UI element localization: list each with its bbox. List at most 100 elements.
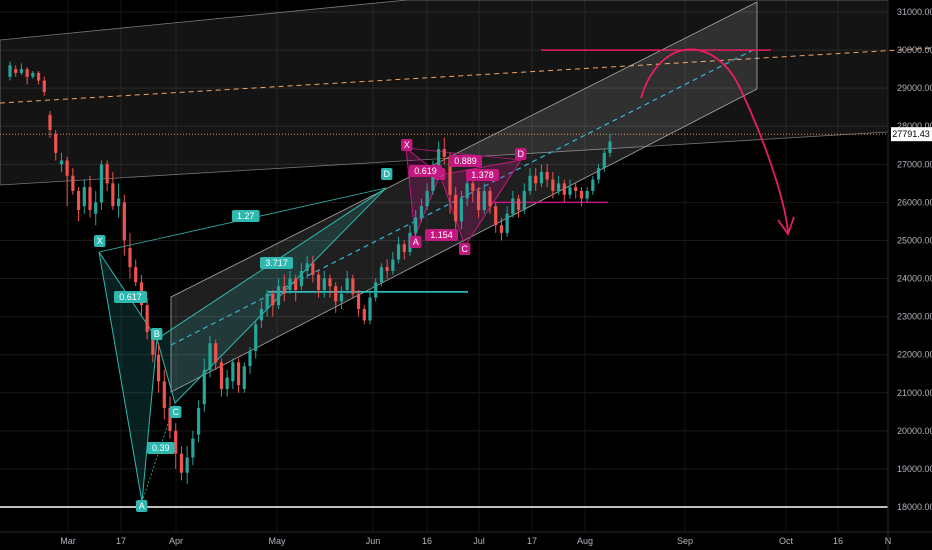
candle	[505, 206, 509, 237]
candle	[208, 335, 212, 378]
h2-ratio-3-text: 1.154	[430, 230, 453, 240]
candle-body	[448, 156, 452, 195]
candle-body	[562, 183, 566, 195]
y-tick-label: 24000.00	[897, 274, 932, 284]
x-tick-label: May	[268, 536, 286, 546]
candle	[385, 259, 389, 279]
candle-body	[499, 225, 504, 233]
candle-body	[436, 149, 441, 169]
h1-point-x: X	[94, 235, 106, 247]
x-tick-label: 17	[527, 536, 537, 546]
candle-body	[294, 278, 298, 290]
candle	[482, 183, 486, 214]
candle	[168, 396, 172, 439]
y-axis: 18000.00 19000.00 20000.00 21000.00 22000.00…	[887, 0, 932, 550]
h2-point-a-bg	[410, 236, 422, 248]
y-tick-label: 29000.00	[897, 83, 932, 93]
x-axis: Mar 17 Apr May Jun 16 Jul 17 Aug Sep Oct 16 N	[0, 531, 932, 546]
candle-body	[425, 190, 429, 207]
candle	[88, 175, 92, 218]
y-tick-label: 28000.00	[897, 121, 932, 131]
x-tick-label: Sep	[677, 536, 693, 546]
candle	[396, 236, 401, 264]
candle	[488, 187, 492, 214]
candle-body	[556, 183, 561, 191]
candle	[191, 430, 195, 466]
candle	[442, 137, 446, 165]
h1-ratio-2-bg	[147, 442, 175, 454]
candle	[454, 187, 458, 237]
candle	[25, 67, 29, 85]
candle	[145, 297, 149, 340]
candle-body	[196, 408, 201, 435]
candle	[225, 369, 229, 397]
x-tick-label: 16	[422, 536, 432, 546]
candle	[516, 194, 521, 218]
candle	[128, 232, 132, 279]
candle-body	[14, 69, 18, 73]
h2-point-a-text: A	[413, 237, 419, 247]
candle	[539, 164, 544, 188]
candle-body	[505, 213, 509, 233]
candle-body	[591, 179, 595, 191]
x-tick-label: Apr	[169, 536, 183, 546]
candle-body	[534, 175, 538, 184]
candle	[356, 289, 361, 317]
candle	[162, 369, 166, 420]
candle	[522, 183, 526, 214]
candle-body	[254, 324, 258, 351]
h2-point-a: A	[410, 236, 422, 248]
candle	[339, 286, 344, 309]
h1-point-a-text: A	[139, 501, 145, 511]
candle-body	[568, 187, 572, 195]
h1-point-b-bg	[151, 328, 163, 340]
candle-body	[516, 198, 521, 210]
h2-ratio-4-text: 1.378	[471, 170, 494, 180]
candle	[476, 187, 481, 218]
candle-body	[368, 297, 372, 321]
candle-body	[248, 350, 252, 367]
candle-body	[414, 217, 418, 233]
candle-body	[214, 343, 218, 363]
h2-point-c-bg	[459, 243, 471, 255]
candle-body	[111, 183, 115, 207]
candle-body	[231, 362, 235, 382]
candle	[54, 130, 58, 161]
candle-body	[322, 278, 326, 290]
y-tick-label: 25000.00	[897, 235, 932, 245]
h1-point-d-text: D	[383, 169, 390, 179]
candle-body	[48, 114, 52, 131]
h1-point-c-bg	[170, 406, 182, 418]
candle	[459, 190, 464, 230]
candle	[551, 171, 555, 199]
h1-point-d: D	[381, 168, 393, 180]
candle	[294, 274, 298, 302]
candle-body	[316, 274, 321, 290]
h2-ratio-2-bg	[449, 155, 482, 167]
current-price-tag: 27791.43	[891, 127, 932, 142]
candle	[494, 202, 498, 233]
h2-point-c: C	[459, 243, 471, 255]
candle	[82, 179, 86, 214]
candle	[71, 168, 75, 195]
candle	[36, 71, 41, 85]
y-tick-label: 22000.00	[897, 350, 932, 360]
candle-body	[539, 171, 544, 184]
candle	[19, 63, 24, 75]
x-tick-label: Oct	[779, 536, 794, 546]
candle-body	[276, 286, 281, 306]
candle	[362, 305, 366, 325]
h1-point-b: B	[151, 328, 163, 340]
h1-point-c-text: C	[172, 407, 179, 417]
candle	[236, 358, 241, 393]
candle-body	[545, 171, 549, 180]
candle	[528, 168, 532, 195]
candle	[574, 183, 578, 199]
candle	[99, 160, 104, 210]
candle-body	[351, 278, 355, 294]
candle	[122, 194, 126, 256]
candle-body	[208, 343, 212, 370]
candle-body	[391, 259, 395, 271]
candle	[591, 175, 595, 195]
